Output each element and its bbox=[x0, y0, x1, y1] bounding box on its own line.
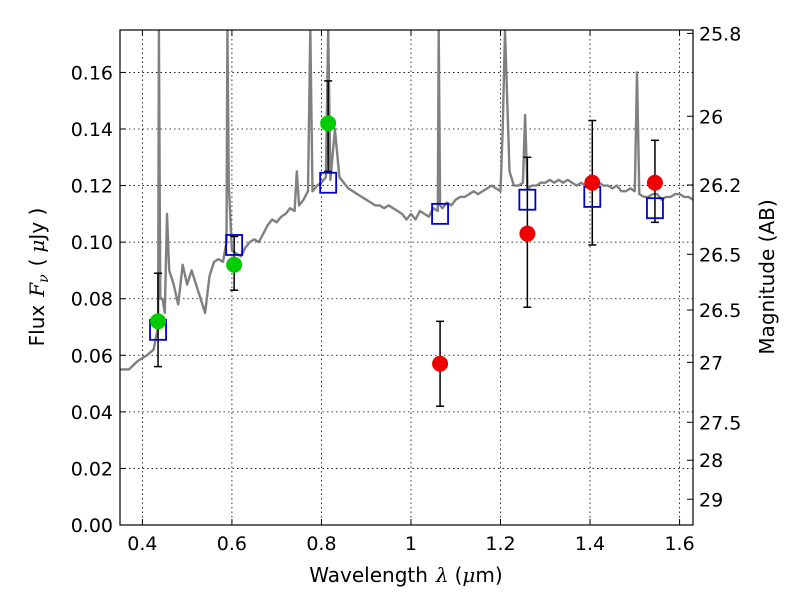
y2-tick-label: 28 bbox=[699, 450, 723, 472]
model-point-square bbox=[319, 171, 338, 194]
y2-tick-label: 25.8 bbox=[699, 23, 741, 45]
y2-tick-label: 26.5 bbox=[699, 244, 741, 266]
green-point bbox=[320, 115, 337, 132]
x-tick-label: 1.2 bbox=[485, 533, 515, 555]
y-tick-label: 0.10 bbox=[71, 232, 113, 254]
y2-tick-label: 27 bbox=[699, 352, 723, 374]
data-markers bbox=[149, 115, 664, 372]
red-point bbox=[519, 225, 536, 242]
y2-tick-label: 27.5 bbox=[699, 412, 741, 434]
y-axis-ticks: 0.00 0.02 0.04 0.06 0.08 0.10 0.12 0.14 0.16 bbox=[71, 62, 126, 537]
x-tick-label: 0.8 bbox=[306, 533, 336, 555]
y2-tick-label: 26.5 bbox=[699, 300, 741, 322]
y-tick-label: 0.12 bbox=[71, 176, 113, 198]
model-spectrum bbox=[120, 30, 693, 371]
y2-axis-ticks: 25.8 26 26.2 26.5 26.5 27 27.5 28 29 bbox=[687, 23, 741, 511]
x-tick-label: 1.4 bbox=[575, 533, 605, 555]
x-tick-label: 1.6 bbox=[664, 533, 694, 555]
x-tick-label: 0.4 bbox=[127, 533, 157, 555]
y2-tick-label: 29 bbox=[699, 489, 723, 511]
model-point-square bbox=[431, 202, 449, 225]
y-tick-label: 0.00 bbox=[71, 515, 113, 537]
y-tick-label: 0.14 bbox=[71, 119, 113, 141]
red-point bbox=[432, 355, 449, 372]
red-point bbox=[646, 174, 663, 191]
model-point-square bbox=[646, 197, 664, 220]
plot-frame bbox=[119, 29, 694, 526]
y-tick-label: 0.16 bbox=[71, 62, 113, 84]
y2-tick-label: 26.2 bbox=[699, 175, 741, 197]
x-tick-label: 0.6 bbox=[217, 533, 247, 555]
y2-tick-label: 26 bbox=[699, 106, 723, 128]
y-tick-label: 0.08 bbox=[71, 289, 113, 311]
y-tick-label: 0.02 bbox=[71, 458, 113, 480]
x-tick-label: 1 bbox=[405, 533, 417, 555]
model-point-square bbox=[518, 188, 537, 211]
y2-axis-label: Magnitude (AB) bbox=[755, 199, 779, 354]
green-point bbox=[150, 313, 167, 330]
spectrum-line bbox=[120, 30, 693, 371]
y-tick-label: 0.04 bbox=[71, 402, 113, 424]
x-axis-label: Wavelength λ (μm) bbox=[309, 563, 502, 587]
red-point bbox=[584, 174, 601, 191]
x-axis-ticks: 0.4 0.6 0.8 1 1.2 1.4 1.6 bbox=[127, 30, 695, 555]
grid bbox=[120, 30, 693, 526]
y-axis-label: FluxFν(μJy ) bbox=[25, 208, 52, 347]
model-point-square bbox=[225, 234, 244, 256]
green-point bbox=[226, 256, 243, 273]
error-bars bbox=[154, 80, 659, 407]
y-tick-label: 0.06 bbox=[71, 345, 113, 367]
